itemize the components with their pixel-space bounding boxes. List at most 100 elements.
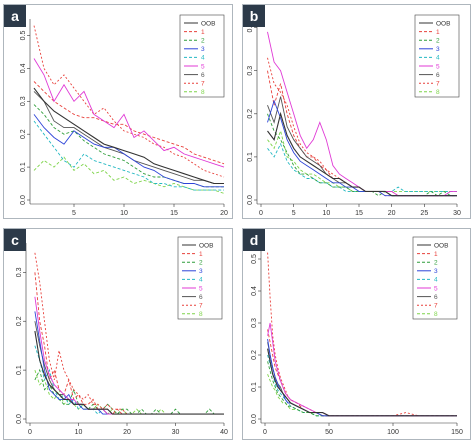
legend-box xyxy=(177,236,223,320)
y-tick-label: 0.5 xyxy=(251,254,258,264)
chart-c: 0 10 20 30 40 0.0 0.1 0.2 0.3 OOB 1 23 45 6 78 xyxy=(16,236,228,436)
y-tick-label: 0.2 xyxy=(247,109,254,119)
y-tick-label: 0.0 xyxy=(251,414,258,424)
panel-a: a 5 10 15 20 0.0 0.1 0.2 0.3 0.4 0.5 OOB 1 2 3 4 5 6 7 8 xyxy=(3,4,233,219)
legend-label: 6 xyxy=(434,294,438,301)
y-tick-label: 0.2 xyxy=(16,316,23,326)
y-tick-label: 0.3 xyxy=(20,96,27,106)
x-tick-label: 5 xyxy=(292,210,296,217)
y-tick-label: 0.4 xyxy=(20,63,27,73)
legend-label: 7 xyxy=(434,303,438,310)
series-line-2 xyxy=(267,113,457,197)
legend-label: 4 xyxy=(201,55,205,62)
x-tick-label: 10 xyxy=(75,429,83,436)
x-tick-label: 30 xyxy=(453,210,461,217)
chart-d: 0 50 100 150 0.0 0.1 0.2 0.3 0.4 0.5 OOB 1 23 45 6 78 xyxy=(251,236,463,436)
legend-label: 5 xyxy=(436,63,440,70)
legend-label: 6 xyxy=(436,72,440,79)
series-line-1 xyxy=(33,81,225,165)
x-tick-label: 10 xyxy=(322,210,330,217)
x-tick-label: 30 xyxy=(172,429,180,436)
x-tick-label: 20 xyxy=(123,429,131,436)
y-tick-label: 0.1 xyxy=(20,162,27,172)
series-line-7 xyxy=(267,252,457,417)
legend: OOB 1 23 45 6 78 xyxy=(412,236,458,320)
legend-label: 1 xyxy=(436,29,440,36)
legend-label: 8 xyxy=(199,311,203,318)
legend-label: 2 xyxy=(199,260,203,267)
legend-label: 3 xyxy=(434,268,438,275)
x-tick-label: 10 xyxy=(120,210,128,217)
series-line-6 xyxy=(33,91,224,184)
legend-label: 1 xyxy=(201,29,205,36)
legend-label: 4 xyxy=(436,55,440,62)
legend-label: 7 xyxy=(199,303,203,310)
y-tick-label: 0.1 xyxy=(247,152,254,162)
legend-label: 6 xyxy=(199,294,203,301)
y-tick-label: 0.0 xyxy=(16,414,23,424)
legend-label: 4 xyxy=(199,277,203,284)
series-line-4 xyxy=(33,120,224,191)
series-line-8 xyxy=(33,156,225,194)
legend-box xyxy=(414,14,460,98)
series-line-6 xyxy=(267,96,457,197)
legend: OOB 1 23 45 6 78 xyxy=(179,14,225,98)
legend-label: 7 xyxy=(201,81,205,88)
x-tick-label: 40 xyxy=(220,429,228,436)
series-line-8 xyxy=(34,369,224,415)
series-line-6 xyxy=(267,342,457,417)
legend-label: OOB xyxy=(436,20,450,27)
y-tick-label: 0.3 xyxy=(16,267,23,277)
x-tick-label: 0 xyxy=(28,429,32,436)
legend-label: 3 xyxy=(199,268,203,275)
x-tick-label: 15 xyxy=(170,210,178,217)
series-line-2 xyxy=(34,368,224,415)
series-line-8 xyxy=(267,374,457,417)
legend-label: 8 xyxy=(436,89,440,96)
legend-label: 5 xyxy=(199,285,203,292)
x-tick-label: 50 xyxy=(325,429,333,436)
x-tick-label: 25 xyxy=(420,210,428,217)
x-tick-label: 100 xyxy=(387,429,399,436)
series-line-7 xyxy=(33,25,225,178)
legend-label: 5 xyxy=(201,63,205,70)
panel-d: d 0 50 100 150 0.0 0.1 0.2 0.3 0.4 0.5 OOB 1 2 3 4 5 6 7 8 xyxy=(242,228,471,440)
series-line-3 xyxy=(267,99,457,197)
series-line-5 xyxy=(267,322,457,417)
legend-label: OOB xyxy=(201,20,215,27)
legend-label: 7 xyxy=(436,81,440,88)
panel-c: c 0 10 20 30 40 0.0 0.1 0.2 0.3 OOB 1 2 3 4 5 6 7 8 xyxy=(3,228,233,440)
y-tick-label: 0.4 xyxy=(251,286,258,296)
panel-label-b: b xyxy=(243,5,265,27)
legend: OOB 1 23 45 6 78 xyxy=(177,236,223,320)
y-tick-label: 0.2 xyxy=(20,129,27,139)
legend-box xyxy=(179,14,225,98)
legend-label: 3 xyxy=(201,46,205,53)
legend-label: 1 xyxy=(199,251,203,258)
x-tick-label: 20 xyxy=(388,210,396,217)
panel-label-a: a xyxy=(4,5,26,27)
y-tick-label: 0.1 xyxy=(251,382,258,392)
legend-label: 2 xyxy=(201,38,205,45)
x-tick-label: 150 xyxy=(451,429,463,436)
series-line-oob xyxy=(34,330,224,415)
panel-label-c: c xyxy=(4,229,26,251)
legend-label: 6 xyxy=(201,72,205,79)
x-tick-label: 15 xyxy=(355,210,363,217)
legend-label: OOB xyxy=(199,242,213,249)
legend-label: 2 xyxy=(436,38,440,45)
series-line-oob xyxy=(267,111,457,197)
legend: OOB 1 23 45 6 78 xyxy=(414,14,460,98)
y-tick-label: 0.3 xyxy=(251,318,258,328)
x-tick-label: 5 xyxy=(72,210,76,217)
x-tick-label: 0 xyxy=(263,429,267,436)
y-tick-label: 0.2 xyxy=(251,350,258,360)
x-tick-label: 20 xyxy=(220,210,228,217)
legend-label: 5 xyxy=(434,285,438,292)
legend-label: 2 xyxy=(434,260,438,267)
legend-label: 8 xyxy=(201,89,205,96)
legend-box xyxy=(412,236,458,320)
series-line-6 xyxy=(34,321,224,415)
